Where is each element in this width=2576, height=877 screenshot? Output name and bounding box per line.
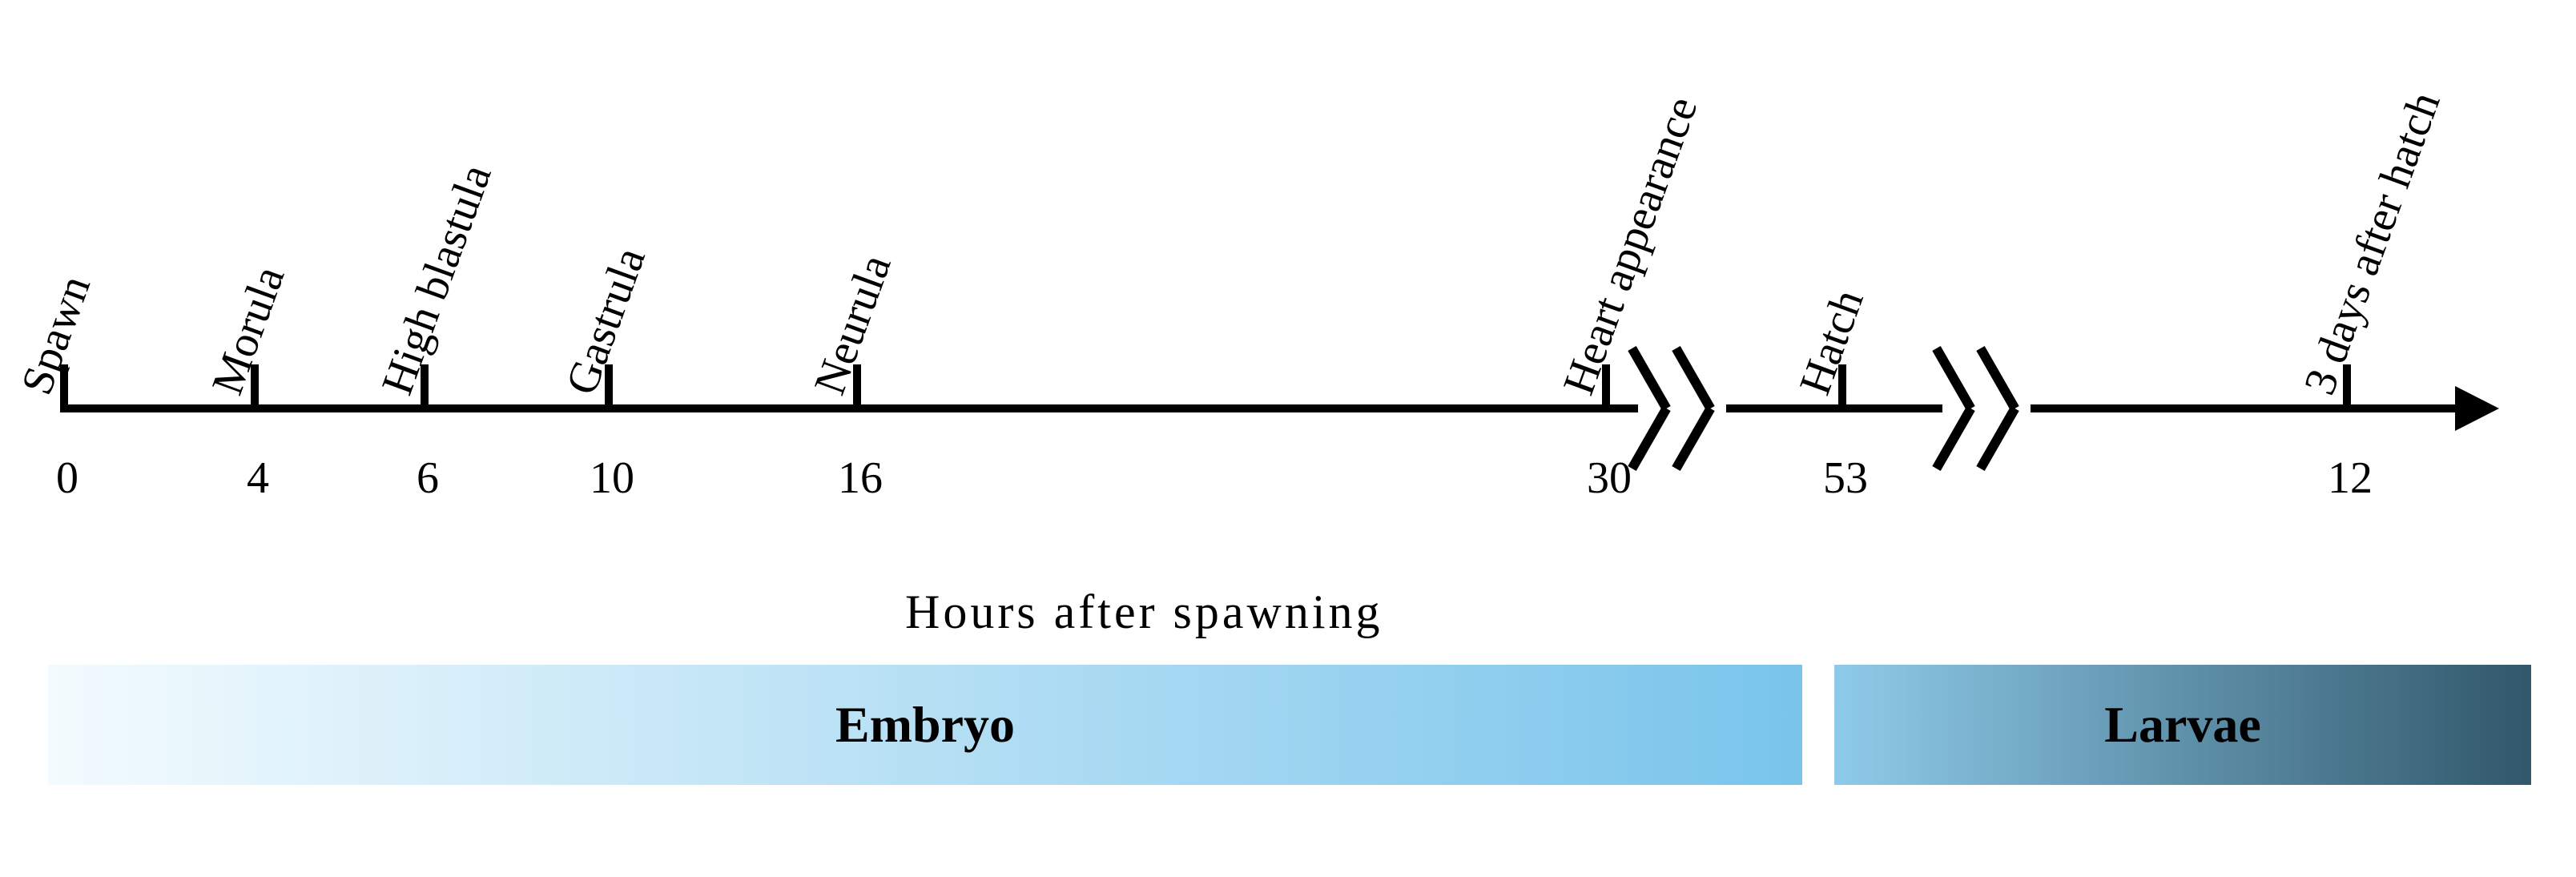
timeline-container: SpawnMorulaHigh blastulaGastrulaNeurulaH… (48, 0, 2531, 877)
axis-title: Hours after spawning (905, 585, 1383, 640)
hour-label: 16 (838, 453, 883, 504)
hour-label: 6 (417, 453, 439, 504)
hour-label: 12 (2328, 453, 2373, 504)
phase-label: Embryo (835, 695, 1015, 754)
hour-label: 0 (56, 453, 78, 504)
phase-bar: Larvae (1834, 665, 2531, 785)
phase-bar: Embryo (48, 665, 1802, 785)
hour-label: 53 (1823, 453, 1868, 504)
hour-label: 4 (247, 453, 269, 504)
hour-label: 10 (590, 453, 634, 504)
hour-label: 30 (1587, 453, 1632, 504)
phase-label: Larvae (2104, 695, 2261, 754)
